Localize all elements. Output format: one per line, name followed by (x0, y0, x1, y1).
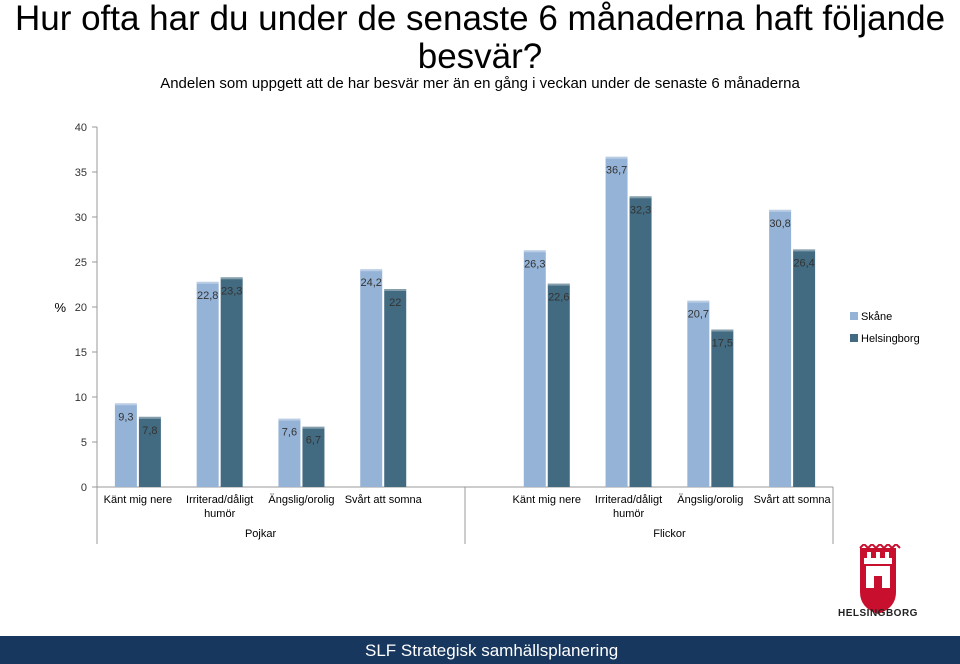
x-tick-label: Ängslig/orolig (677, 494, 743, 506)
footer-text: SLF Strategisk samhällsplanering (365, 641, 619, 660)
bar-highlight (605, 156, 628, 159)
data-label: 20,7 (688, 309, 709, 321)
bar (687, 300, 710, 487)
data-label: 9,3 (118, 411, 133, 423)
bar (138, 416, 161, 487)
bar (302, 426, 325, 487)
data-label: 26,4 (793, 257, 814, 269)
bar-highlight (302, 426, 325, 429)
x-tick-label: Känt mig nere (513, 494, 581, 506)
data-label: 17,5 (712, 338, 733, 350)
bar (629, 196, 652, 488)
y-tick-label: 35 (75, 167, 87, 179)
bar-highlight (220, 277, 243, 280)
bar (114, 403, 137, 487)
legend-label: Skåne (861, 311, 892, 323)
bar (793, 249, 816, 487)
bar (278, 418, 301, 487)
bar-highlight (769, 209, 792, 212)
x-tick-label: Irriterad/dåligt (595, 494, 662, 506)
bar (360, 269, 383, 487)
bar-highlight (384, 289, 407, 291)
helsingborg-crest-icon (859, 544, 901, 614)
data-label: 7,6 (282, 427, 297, 439)
bar-highlight (523, 250, 546, 253)
group-label: Flickor (653, 528, 686, 540)
page-title: Hur ofta har du under de senaste 6 månad… (14, 0, 946, 76)
bar-highlight (547, 283, 570, 286)
bar-highlight (629, 196, 652, 199)
bar-highlight (793, 249, 816, 252)
bar (523, 250, 546, 487)
bar-highlight (138, 416, 161, 419)
legend-label: Helsingborg (861, 333, 920, 345)
x-tick-label: humör (613, 508, 645, 520)
x-tick-label: Ängslig/orolig (268, 494, 334, 506)
y-tick-label: 20 (75, 302, 87, 314)
bar-highlight (360, 269, 383, 272)
legend-swatch (850, 334, 858, 342)
data-label: 26,3 (524, 258, 545, 270)
bar (220, 277, 243, 487)
data-label: 30,8 (769, 218, 790, 230)
data-label: 22 (389, 297, 401, 309)
bar (711, 329, 734, 487)
y-tick-label: 0 (81, 482, 87, 494)
bar-highlight (711, 329, 734, 332)
chart-subtitle: Andelen som uppgett att de har besvär me… (160, 75, 800, 92)
bar-highlight (196, 281, 219, 284)
data-label: 23,3 (221, 285, 242, 297)
group-label: Pojkar (245, 528, 277, 540)
bar (547, 283, 570, 487)
y-tick-label: 40 (75, 122, 87, 134)
x-tick-label: Irriterad/dåligt (186, 494, 253, 506)
bar (196, 281, 219, 487)
bar-highlight (687, 300, 710, 303)
y-axis-label: % (54, 300, 66, 315)
x-tick-label: Svårt att somna (754, 494, 832, 506)
bar-highlight (278, 418, 301, 421)
legend-swatch (850, 312, 858, 320)
data-label: 24,2 (361, 277, 382, 289)
y-tick-label: 5 (81, 437, 87, 449)
bar-highlight (114, 403, 137, 406)
data-label: 22,6 (548, 292, 569, 304)
data-label: 36,7 (606, 165, 627, 177)
bar (384, 289, 407, 487)
x-tick-label: humör (204, 508, 236, 520)
data-label: 32,3 (630, 204, 651, 216)
data-label: 7,8 (142, 425, 157, 437)
y-tick-label: 10 (75, 392, 87, 404)
y-tick-label: 30 (75, 212, 87, 224)
x-tick-label: Svårt att somna (345, 494, 423, 506)
data-label: 6,7 (306, 435, 321, 447)
logo-text: HELSINGBORG (838, 608, 918, 619)
x-tick-label: Känt mig nere (104, 494, 172, 506)
bar (605, 156, 628, 487)
data-label: 22,8 (197, 290, 218, 302)
footer-bar: SLF Strategisk samhällsplanering (0, 636, 960, 664)
y-tick-label: 15 (75, 347, 87, 359)
y-tick-label: 25 (75, 257, 87, 269)
bar (769, 209, 792, 488)
